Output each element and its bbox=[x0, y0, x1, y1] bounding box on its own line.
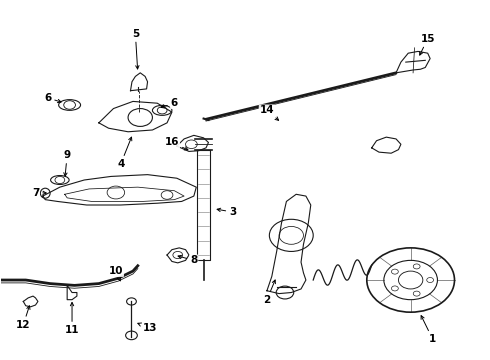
Text: 4: 4 bbox=[117, 137, 132, 169]
Text: 2: 2 bbox=[263, 280, 275, 305]
Text: 13: 13 bbox=[138, 323, 157, 333]
Text: 6: 6 bbox=[44, 93, 61, 103]
Text: 12: 12 bbox=[16, 306, 30, 330]
Text: 11: 11 bbox=[65, 302, 79, 335]
Text: 5: 5 bbox=[132, 28, 139, 69]
Text: 8: 8 bbox=[178, 255, 197, 265]
Text: 3: 3 bbox=[217, 207, 237, 217]
Text: 15: 15 bbox=[419, 34, 435, 55]
Text: 7: 7 bbox=[32, 188, 46, 198]
Text: 9: 9 bbox=[64, 150, 71, 176]
Text: 14: 14 bbox=[260, 105, 279, 120]
Text: 6: 6 bbox=[161, 98, 178, 108]
Text: 16: 16 bbox=[165, 138, 188, 150]
Text: 1: 1 bbox=[421, 316, 436, 344]
Text: 10: 10 bbox=[109, 266, 123, 281]
